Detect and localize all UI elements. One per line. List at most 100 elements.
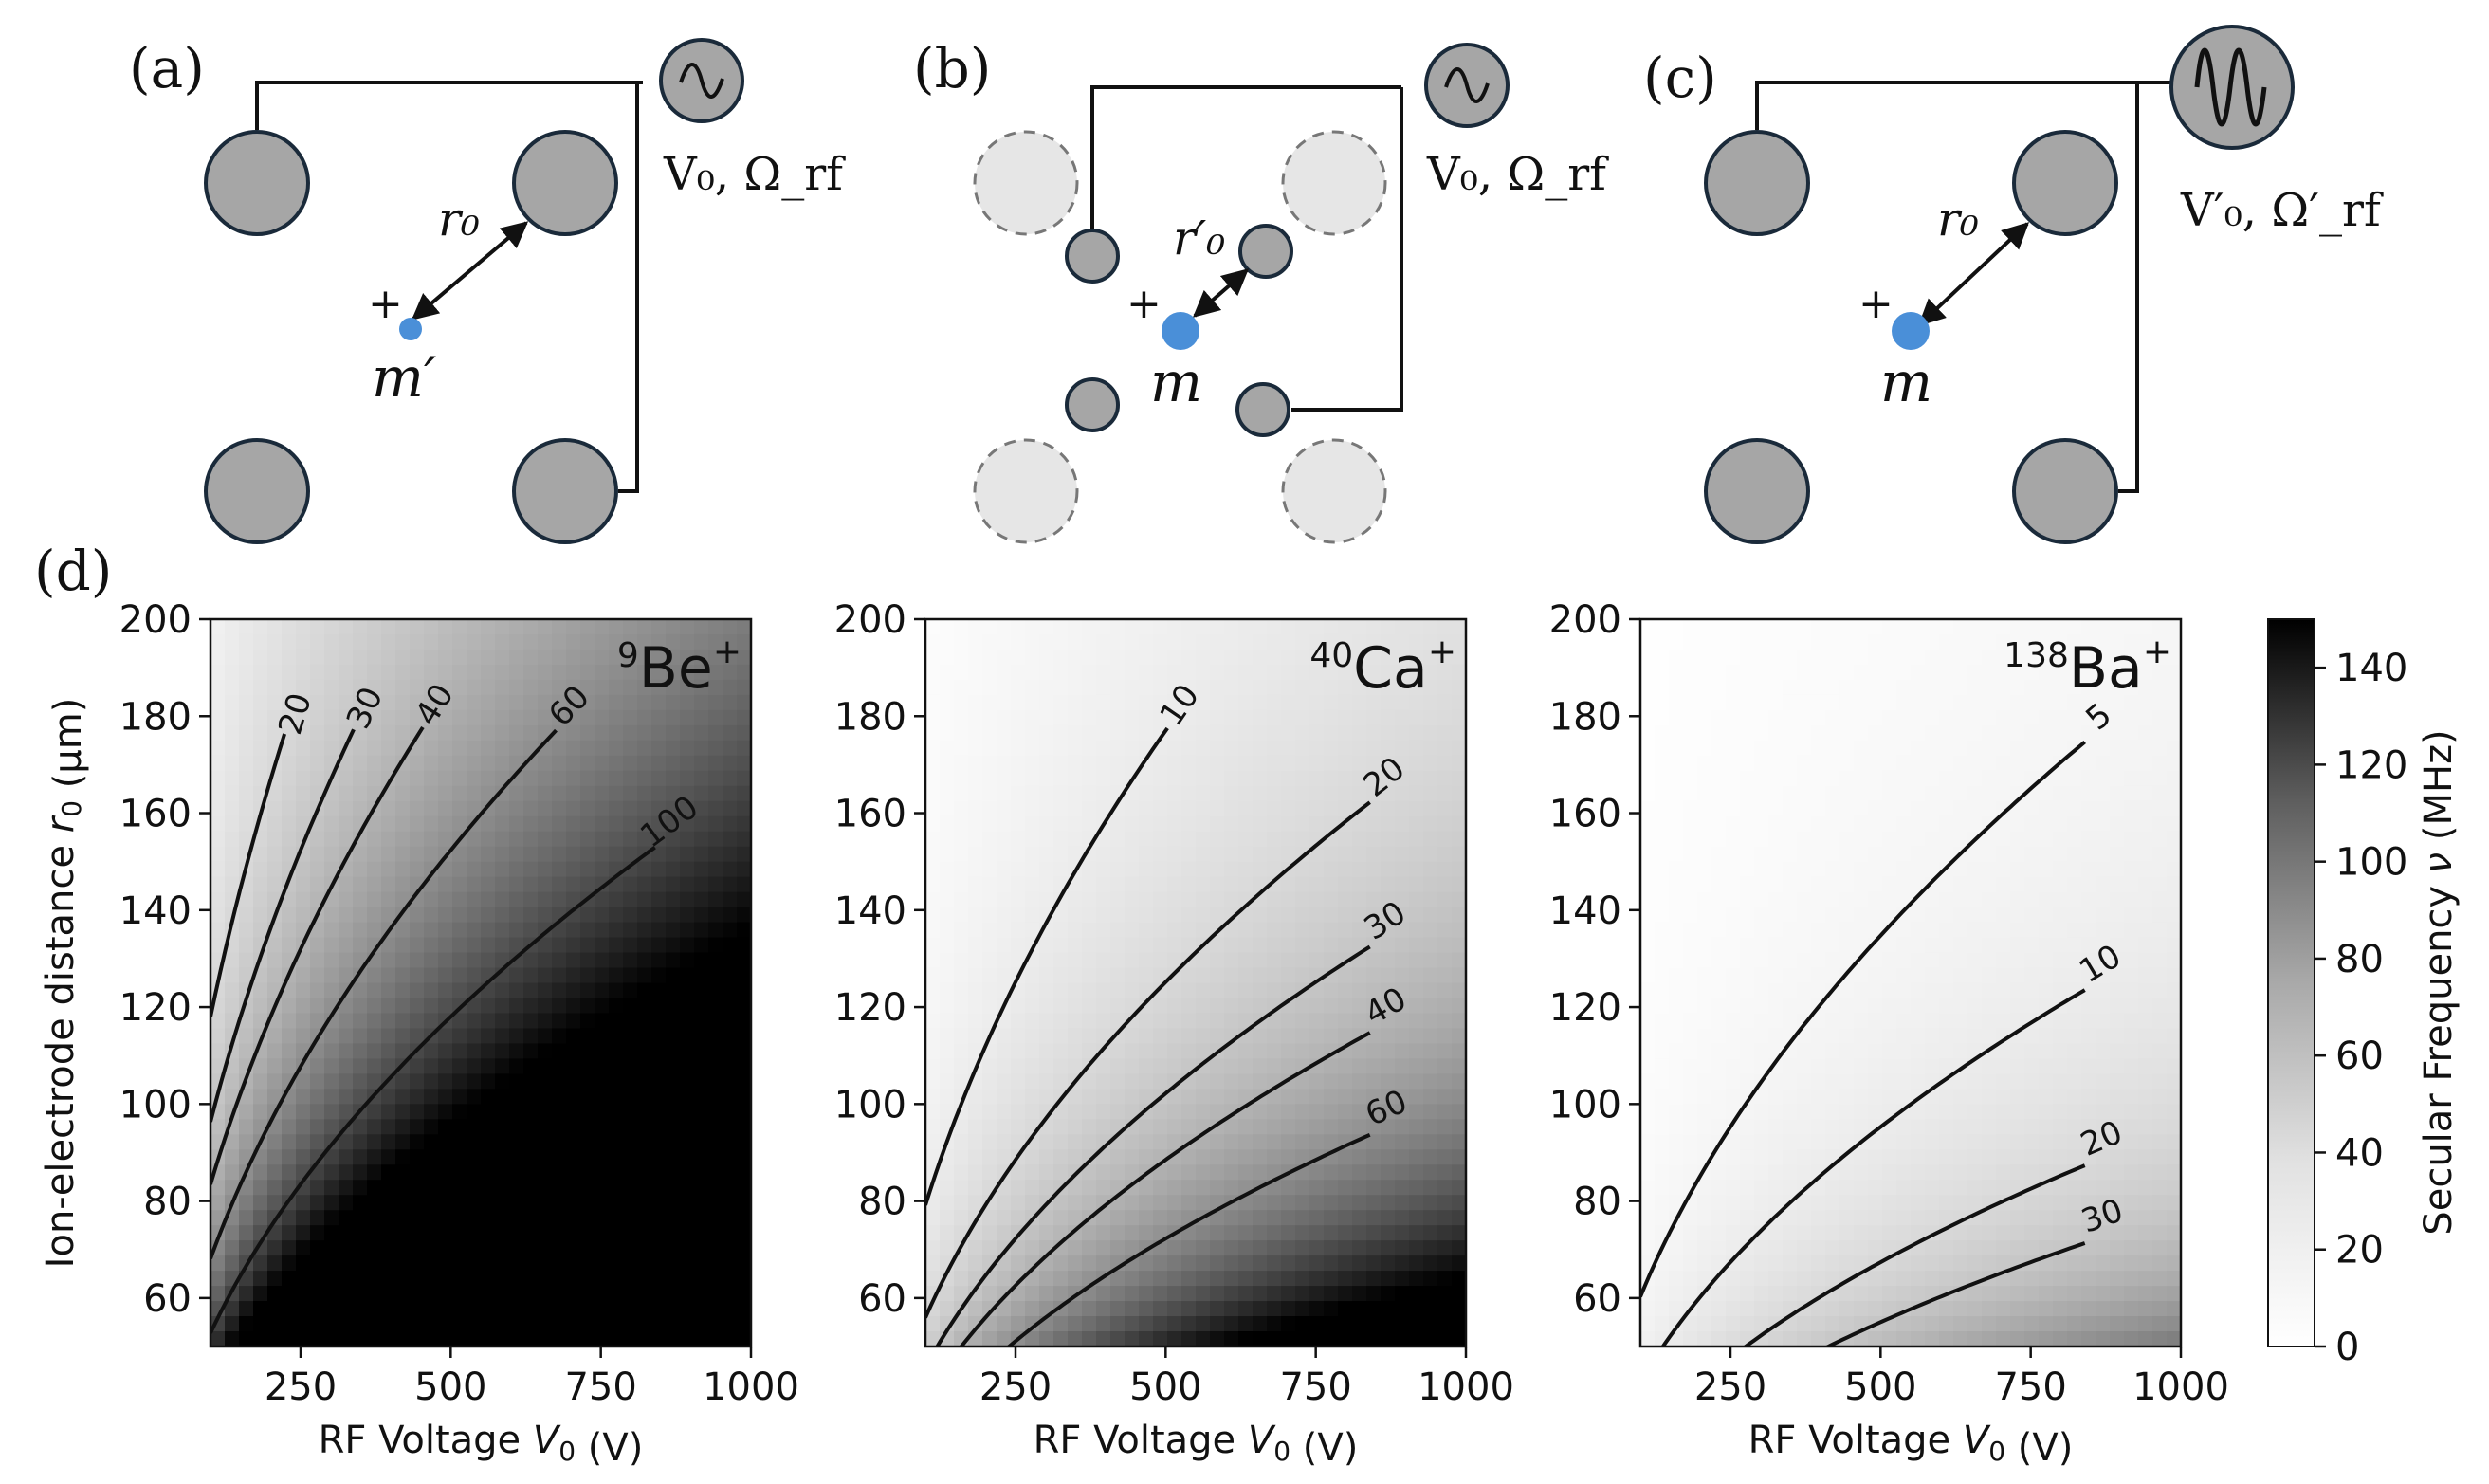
heatmap-cell xyxy=(737,800,751,817)
heatmap-cell xyxy=(1224,740,1239,757)
heatmap-cell xyxy=(1982,740,1997,757)
heatmap-cell xyxy=(925,891,941,908)
heatmap-cell xyxy=(552,1210,567,1226)
heatmap-cell xyxy=(1697,1089,1712,1106)
heatmap-cell xyxy=(1281,1058,1296,1075)
heatmap-cell xyxy=(538,1013,553,1030)
heatmap-cell xyxy=(1868,1225,1883,1241)
heatmap-cell xyxy=(1167,633,1182,650)
heatmap-cell xyxy=(1939,619,1954,635)
heatmap-cell xyxy=(1868,1210,1883,1226)
heatmap-cell xyxy=(623,785,638,802)
heatmap-cell xyxy=(723,982,738,999)
heatmap-cell xyxy=(1053,1210,1069,1226)
heatmap-cell xyxy=(1640,937,1656,954)
heatmap-cell xyxy=(1655,709,1670,726)
heatmap-cell xyxy=(1338,1104,1353,1121)
heatmap-cell xyxy=(637,1028,652,1045)
heatmap-cell xyxy=(723,785,738,802)
heatmap-cell xyxy=(1053,998,1069,1015)
heatmap-cell xyxy=(1409,694,1424,711)
heatmap-cell xyxy=(324,1149,339,1166)
heatmap-cell xyxy=(1925,937,1940,954)
heatmap-cell xyxy=(1697,1271,1712,1287)
heatmap-cell xyxy=(1754,1104,1769,1121)
heatmap-cell xyxy=(1267,1028,1282,1045)
heatmap-cell xyxy=(1082,1180,1097,1197)
heatmap-cell xyxy=(1224,998,1239,1015)
heatmap-cell xyxy=(552,1225,567,1241)
heatmap-cell xyxy=(1196,1271,1211,1287)
heatmap-cell xyxy=(1754,740,1769,757)
heatmap-cell xyxy=(1181,1164,1197,1182)
heatmap-cell xyxy=(1982,1119,1997,1136)
x-tick-label: 750 xyxy=(564,1365,636,1409)
heatmap-cell xyxy=(296,1255,311,1272)
heatmap-cell xyxy=(1437,679,1453,696)
heatmap-cell xyxy=(1825,831,1840,848)
heatmap-cell xyxy=(395,1028,411,1045)
heatmap-cell xyxy=(1697,1134,1712,1151)
heatmap-cell xyxy=(1754,1089,1769,1106)
heatmap-cell xyxy=(210,1028,226,1045)
heatmap-cell xyxy=(1982,694,1997,711)
heatmap-cell xyxy=(1295,1149,1310,1166)
heatmap-cell xyxy=(1925,1331,1940,1347)
heatmap-cell xyxy=(694,876,709,893)
heatmap-cell xyxy=(452,1240,467,1256)
heatmap-cell xyxy=(1939,922,1954,939)
heatmap-cell xyxy=(1754,891,1769,908)
heatmap-cell xyxy=(1381,1240,1396,1256)
heatmap-cell xyxy=(1868,694,1883,711)
heatmap-cell xyxy=(1882,952,1897,969)
heatmap-cell xyxy=(1267,1286,1282,1302)
heatmap-cell xyxy=(1640,815,1656,833)
heatmap-cell xyxy=(523,876,539,893)
heatmap-cell xyxy=(680,1286,695,1302)
heatmap-cell xyxy=(1210,1331,1225,1347)
heatmap-cell xyxy=(595,770,610,787)
heatmap-cell xyxy=(452,1119,467,1136)
heatmap-cell xyxy=(708,891,723,908)
heatmap-cell xyxy=(737,1058,751,1075)
heatmap-cell xyxy=(1324,846,1339,863)
heatmap-cell xyxy=(1224,982,1239,999)
x-axis-label-part: (V) xyxy=(1290,1426,1358,1470)
heatmap-cell xyxy=(1854,1331,1869,1347)
heatmap-cell xyxy=(1797,1195,1812,1211)
heatmap-cell xyxy=(997,967,1012,984)
heatmap-cell xyxy=(1381,831,1396,848)
heatmap-cell xyxy=(651,891,667,908)
heatmap-cell xyxy=(552,1240,567,1256)
heatmap-cell xyxy=(267,1134,283,1151)
heatmap-cell xyxy=(1437,1119,1453,1136)
heatmap-cell xyxy=(1295,1028,1310,1045)
heatmap-cell xyxy=(708,755,723,772)
heatmap-cell xyxy=(1711,982,1727,999)
heatmap-cell xyxy=(580,1210,595,1226)
heatmap-cell xyxy=(1726,740,1741,757)
heatmap-cell xyxy=(1452,1104,1466,1121)
heatmap-cell xyxy=(1324,907,1339,924)
heatmap-cell xyxy=(495,1316,510,1332)
heatmap-cell xyxy=(1210,998,1225,1015)
heatmap-cell xyxy=(623,815,638,833)
heatmap-cell xyxy=(1224,891,1239,908)
heatmap-cell xyxy=(495,815,510,833)
heatmap-cell xyxy=(1768,1058,1784,1075)
heatmap-cell xyxy=(1409,1149,1424,1166)
sine-wave-icon xyxy=(1444,67,1490,103)
heatmap-cell xyxy=(1125,861,1140,878)
heatmap-cell xyxy=(1295,876,1310,893)
heatmap-cell xyxy=(1797,724,1812,742)
heatmap-cell xyxy=(1196,861,1211,878)
heatmap-cell xyxy=(1338,891,1353,908)
heatmap-cell xyxy=(381,1013,396,1030)
heatmap-cell xyxy=(1281,1028,1296,1045)
heatmap-cell xyxy=(1253,937,1268,954)
heatmap-cell xyxy=(1854,952,1869,969)
heatmap-cell xyxy=(1768,1331,1784,1347)
heatmap-cell xyxy=(552,1331,567,1347)
heatmap-cell xyxy=(239,1134,254,1151)
heatmap-cell xyxy=(1655,831,1670,848)
